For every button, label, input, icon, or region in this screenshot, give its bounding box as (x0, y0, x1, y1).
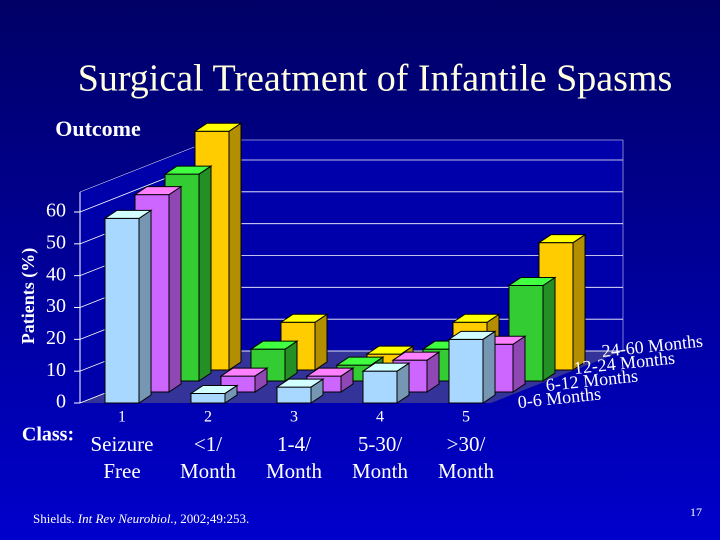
bar-side (542, 276, 556, 382)
bar-front (362, 370, 398, 404)
bar-front (448, 338, 484, 404)
y-tick-label: 30 (46, 295, 66, 317)
bar-side (314, 313, 328, 371)
y-tick-label: 60 (46, 200, 66, 222)
y-tick-label: 20 (46, 327, 66, 349)
bar (275, 378, 325, 404)
bar-side (168, 185, 182, 393)
bar-side (138, 209, 152, 404)
bar-top (537, 234, 587, 244)
x-tick-label: 4 (376, 409, 384, 426)
class-label: Class: (22, 424, 74, 446)
bar-top (163, 165, 213, 175)
bar-side (512, 335, 526, 393)
class-name: Free (103, 459, 140, 483)
bar-side (482, 330, 496, 404)
bar-top (219, 367, 269, 377)
bar-top (451, 313, 501, 323)
y-tick-label: 0 (56, 391, 66, 413)
class-name: Seizure (91, 432, 154, 456)
bar (249, 340, 299, 382)
citation-part: , 2002;49:253. (174, 511, 249, 526)
bar-top (447, 330, 497, 340)
subtitle: Outcome (55, 116, 141, 141)
bar-front (276, 386, 312, 404)
bar-top (193, 122, 243, 132)
bar-front (190, 392, 226, 404)
citation: Shields. Int Rev Neurobiol., 2002;49:253… (33, 511, 249, 526)
bar-top (305, 367, 355, 377)
page-number: 17 (690, 505, 702, 519)
bar-top (391, 351, 441, 361)
y-tick-label: 40 (46, 263, 66, 285)
slide-title: Surgical Treatment of Infantile Spasms (78, 58, 673, 100)
x-tick-label: 1 (118, 409, 126, 426)
x-tick-label: 2 (204, 409, 212, 426)
class-name: 1-4/ (277, 432, 311, 456)
citation-part: Int Rev Neurobiol. (77, 511, 174, 526)
bar-top (365, 345, 415, 355)
bar-top (335, 356, 385, 366)
bar-top (279, 313, 329, 323)
bar (507, 276, 557, 382)
class-name: Month (438, 459, 495, 483)
bar-top (189, 384, 239, 394)
bar-side (198, 165, 212, 382)
bar-front (104, 217, 140, 404)
bar-top (361, 362, 411, 372)
class-name: Month (180, 459, 237, 483)
class-name: Month (266, 459, 323, 483)
class-name: <1/ (194, 432, 222, 456)
bar (103, 209, 153, 404)
bar-top (103, 209, 153, 219)
y-tick-label: 10 (46, 359, 66, 381)
class-name: >30/ (447, 432, 486, 456)
bar (361, 362, 411, 404)
x-tick-label: 5 (462, 409, 470, 426)
y-tick-label: 50 (46, 231, 66, 253)
bar-top (507, 277, 557, 286)
citation-part: Shields. (33, 511, 78, 526)
bar-top (249, 340, 299, 350)
bar-top (275, 378, 325, 388)
bar-side (572, 233, 586, 371)
bar-side (228, 122, 242, 371)
x-tick-label: 3 (290, 409, 298, 426)
bar (447, 330, 497, 404)
bar-top (133, 186, 183, 196)
class-name: Month (352, 459, 409, 483)
y-axis-label: Patients (%) (18, 248, 39, 344)
bar (189, 384, 239, 404)
class-name: 5-30/ (358, 432, 402, 456)
